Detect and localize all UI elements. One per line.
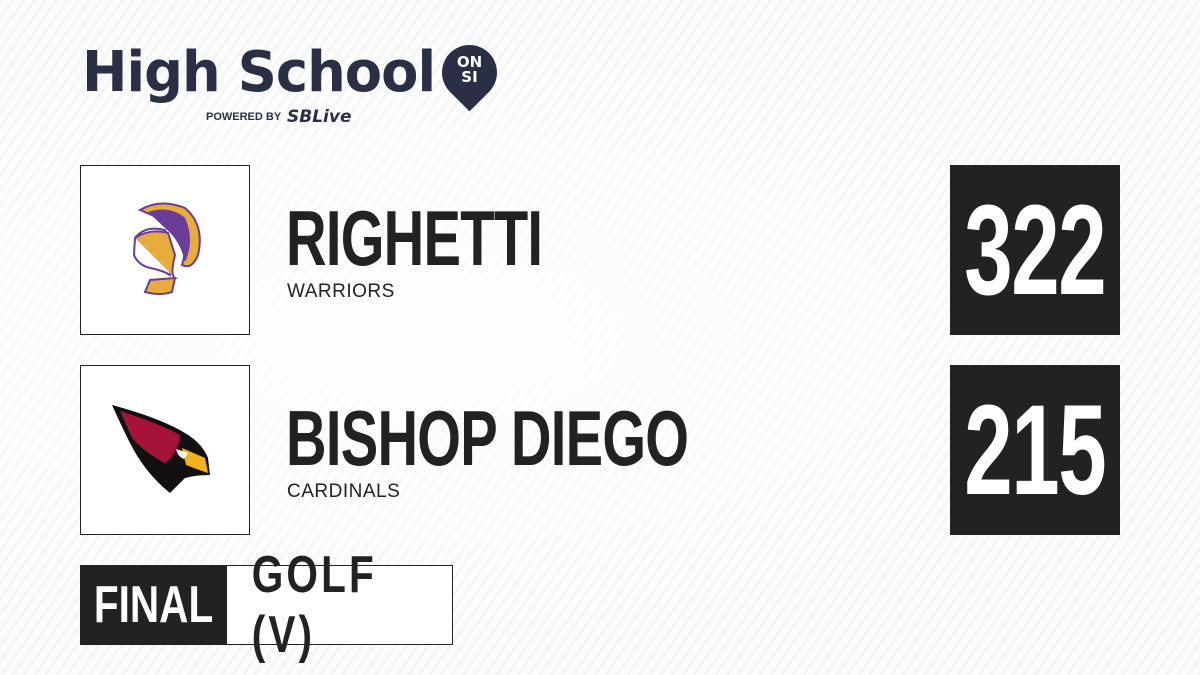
sport-label: GOLF (V) bbox=[251, 546, 377, 664]
team-score: 215 bbox=[950, 365, 1120, 535]
team-mascot: CARDINALS bbox=[287, 481, 401, 502]
trojan-helmet-icon bbox=[132, 202, 201, 295]
powered-by-label: POWERED BY bbox=[206, 111, 282, 123]
team-logo-righetti bbox=[80, 165, 250, 335]
game-status-badge: FINAL GOLF (V) bbox=[80, 546, 453, 664]
brand-logo-text: High School bbox=[82, 40, 436, 105]
team-logo-bishop-diego bbox=[80, 365, 250, 535]
team-mascot: WARRIORS bbox=[287, 281, 395, 302]
on-si-pin-text: ON SI bbox=[456, 53, 483, 86]
team-name: RIGHETTI bbox=[286, 194, 543, 282]
final-label: FINAL bbox=[81, 566, 227, 644]
sblive-logo: SBLive bbox=[287, 107, 352, 127]
team-name: BISHOP DIEGO bbox=[286, 394, 689, 482]
team-score: 322 bbox=[950, 165, 1120, 335]
cardinal-bird-icon bbox=[112, 404, 210, 493]
